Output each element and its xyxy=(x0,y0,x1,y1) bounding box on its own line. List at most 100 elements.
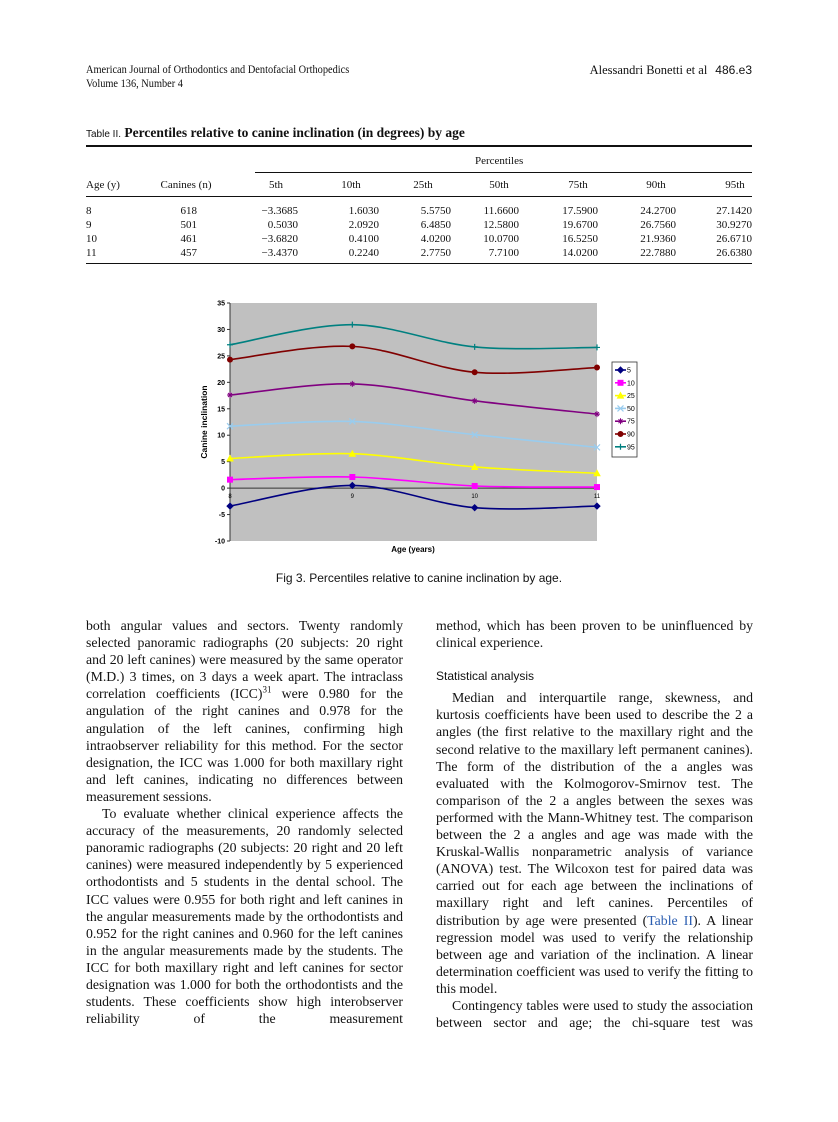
chart: -10 -5 0 5 10 15 20 25 30 35 8 9 10 11 Age (years) Cani… xyxy=(199,301,638,554)
y-tick-label: 0 xyxy=(221,486,225,493)
marker xyxy=(348,418,356,425)
x-tick-label: 11 xyxy=(594,494,601,500)
authors: Alessandri Bonetti et al xyxy=(589,63,708,77)
table-cell: 14.0200 xyxy=(562,247,598,259)
group-header: Percentiles xyxy=(475,155,524,167)
marker xyxy=(471,343,478,350)
table-cell: 618 xyxy=(180,205,198,217)
table-cell: 4.0200 xyxy=(420,233,451,245)
marker xyxy=(616,391,625,399)
legend-label: 25 xyxy=(627,393,635,400)
legend-label: 75 xyxy=(627,419,635,426)
column-header: 75th xyxy=(568,179,588,191)
table-cell: 21.9360 xyxy=(640,233,676,245)
marker xyxy=(226,502,234,510)
legend-label: 50 xyxy=(627,406,635,413)
marker xyxy=(617,431,624,437)
table-cell: 457 xyxy=(180,247,198,259)
series-line xyxy=(229,345,598,375)
table-rule xyxy=(86,196,752,197)
table-cell: 10.0700 xyxy=(483,233,519,245)
table-cell: 7.7100 xyxy=(488,247,519,259)
plot-area xyxy=(230,303,597,541)
column-header: 10th xyxy=(341,179,361,191)
marker xyxy=(594,344,600,351)
marker xyxy=(593,443,601,451)
table-link[interactable]: Table II xyxy=(647,912,693,928)
y-tick-label: 25 xyxy=(217,353,225,360)
paragraph: Contingency tables were used to study th… xyxy=(436,997,753,1031)
marker xyxy=(616,366,625,374)
page-number: 486.e3 xyxy=(715,63,752,77)
marker xyxy=(349,321,356,328)
marker xyxy=(617,379,624,386)
marker xyxy=(226,422,234,430)
marker xyxy=(349,380,356,387)
table-cell: 17.5900 xyxy=(562,205,598,217)
marker xyxy=(594,484,600,491)
series-line xyxy=(229,383,598,415)
x-tick-label: 9 xyxy=(351,494,355,500)
column-header: 50th xyxy=(489,179,509,191)
marker xyxy=(617,418,624,425)
text: Median and interquartile range, skewness… xyxy=(436,690,753,928)
paragraph: method, which has been proven to be unin… xyxy=(436,618,753,651)
marker xyxy=(594,364,600,371)
marker xyxy=(226,454,234,462)
volume: Volume 136, Number 4 xyxy=(86,78,183,90)
table-cell: 0.5030 xyxy=(267,219,298,231)
y-tick-label: 15 xyxy=(217,406,225,413)
table-cell: 2.0920 xyxy=(348,219,379,231)
table-cell: 10 xyxy=(86,233,97,245)
column-header: Canines (n) xyxy=(160,179,212,191)
column-header: 95th xyxy=(725,179,745,191)
paragraph: both angular values and sectors. Twenty … xyxy=(86,617,403,805)
legend-label: 95 xyxy=(627,444,635,451)
y-tick-label: 10 xyxy=(217,433,225,440)
series-line xyxy=(229,323,598,350)
text: ). A linear regression model was used to… xyxy=(436,912,753,996)
marker xyxy=(593,502,601,510)
legend-label: 5 xyxy=(627,368,631,375)
marker xyxy=(227,392,233,399)
table-cell: 22.7880 xyxy=(640,247,676,259)
y-tick-label: 35 xyxy=(217,301,225,308)
marker xyxy=(617,404,624,412)
marker xyxy=(348,449,357,457)
marker xyxy=(348,481,357,490)
marker xyxy=(227,341,233,348)
x-axis-label: Age (years) xyxy=(391,545,435,554)
table-cell: 5.5750 xyxy=(420,205,451,217)
table-cell: 24.2700 xyxy=(640,205,676,217)
table-cell: 461 xyxy=(180,233,198,245)
column-header: 5th xyxy=(268,179,284,191)
table-title: Percentiles relative to canine inclinati… xyxy=(124,125,465,140)
table-cell: 6.4850 xyxy=(420,219,451,231)
legend-label: 90 xyxy=(627,432,635,439)
marker xyxy=(470,503,479,512)
y-tick-label: 20 xyxy=(217,380,225,387)
text: both angular values and sectors. Twenty … xyxy=(86,618,403,702)
table-rule xyxy=(86,263,752,264)
column-header: 90th xyxy=(646,179,666,191)
legend-label: 10 xyxy=(627,380,635,387)
marker xyxy=(471,397,478,404)
x-tick-label: 10 xyxy=(471,494,478,500)
marker xyxy=(349,474,356,481)
y-tick-label: 5 xyxy=(221,459,225,466)
legend-box xyxy=(611,361,638,458)
marker xyxy=(593,469,601,477)
series-line xyxy=(229,476,598,488)
table-cell: 19.6700 xyxy=(562,219,598,231)
series-line xyxy=(229,452,598,475)
figure-caption: Fig 3. Percentiles relative to canine in… xyxy=(275,571,563,585)
y-axis-label: Canine inclination xyxy=(199,385,209,458)
y-tick-label: -10 xyxy=(215,539,225,546)
table-cell: 26.6380 xyxy=(716,247,752,259)
right-column: method, which has been proven to be unin… xyxy=(436,617,753,1031)
table-cell: 501 xyxy=(180,219,198,231)
marker xyxy=(227,476,233,483)
marker xyxy=(471,369,478,376)
table-rule xyxy=(86,145,752,147)
